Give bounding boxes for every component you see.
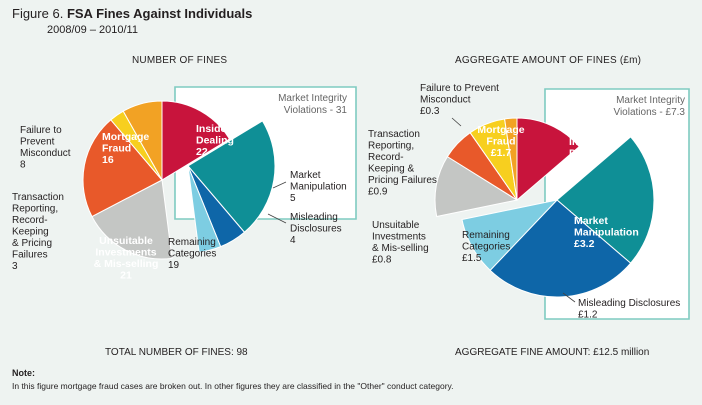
- label-failure-to-prevent-misconduct: Failure to Prevent Misconduct 8: [20, 125, 71, 171]
- slice-unsuitable-investments-mis-selling: [82, 119, 163, 218]
- pie-aggregate-amount: Market Integrity Violations - £7.3 Mortgag…: [368, 83, 690, 321]
- label-insider-dealing: Insider Dealing 22: [196, 123, 234, 158]
- label-misleading-disclosures: Misleading Disclosures 4: [290, 212, 342, 246]
- label-insider-dealing: Insider Dealing £2.8: [569, 136, 607, 171]
- figure-subtitle: 2008/09 – 2010/11: [47, 24, 138, 36]
- slice-misleading-disclosures: [461, 199, 559, 272]
- slice-failure-to-prevent-misconduct: [122, 100, 163, 182]
- slice-remaining-categories: [434, 155, 519, 218]
- figure-label: Figure 6.: [12, 6, 64, 21]
- market-integrity-label: Market Integrity Violations - £7.3: [613, 95, 685, 118]
- leader-misleading-disclosures: [562, 292, 576, 303]
- label-mortgage-fraud: Mortgage Fraud £1.7: [477, 124, 524, 159]
- slice-insider-dealing: [187, 120, 276, 233]
- label-unsuitable-investments-mis-selling: Unsuitable Investments & Mis-selling £0.8: [372, 220, 429, 266]
- pie-number-of-fines: Market Integrity Violations - 31 Mortgage F…: [12, 86, 357, 282]
- note-text: In this figure mortgage fraud cases are …: [12, 381, 454, 391]
- leader-misleading-disclosures: [267, 213, 287, 224]
- label-misleading-disclosures: Misleading Disclosures £1.2: [578, 298, 680, 321]
- leader-failure-to-prevent-misconduct: [451, 117, 462, 127]
- figure-heading: FSA Fines Against Individuals: [66, 6, 253, 21]
- figure-title: Figure 6. FSA Fines Against Individuals: [12, 6, 252, 21]
- slice-failure-to-prevent-misconduct: [504, 117, 518, 201]
- slice-remaining-categories: [91, 179, 173, 260]
- label-market-manipulation: Market Manipulation £3.2: [574, 215, 639, 250]
- slice-mortgage-fraud: [161, 100, 231, 181]
- label-mortgage-fraud: Mortgage Fraud 16: [102, 131, 149, 166]
- slice-mortgage-fraud: [516, 117, 580, 202]
- label-remaining-categories: Remaining Categories 19: [168, 237, 216, 271]
- label-transaction-reporting-record-keeping-pricing-failures: Transaction Reporting, Record-Keeping & Pri…: [12, 192, 64, 272]
- aggregate-fine-amount: AGGREGATE FINE AMOUNT: £12.5 million: [455, 347, 650, 358]
- leader-market-manipulation: [272, 181, 287, 189]
- total-number-of-fines: TOTAL NUMBER OF FINES: 98: [105, 347, 248, 358]
- label-unsuitable-investments-mis-selling: Unsuitable Investments & Mis-selling 21: [94, 235, 159, 282]
- label-remaining-categories: Remaining Categories £1.5: [462, 230, 510, 264]
- slice-market-manipulation: [489, 199, 632, 298]
- chart-title-amount: AGGREGATE AMOUNT OF FINES (£m): [455, 55, 642, 66]
- label-transaction-reporting-record-keeping-pricing-failures: Transaction Reporting, Record-Keeping & Pri…: [368, 129, 437, 198]
- market-integrity-label: Market Integrity Violations - 31: [278, 93, 347, 116]
- label-failure-to-prevent-misconduct: Failure to Prevent Misconduct £0.3: [420, 83, 499, 117]
- chart-title-number: NUMBER OF FINES: [132, 55, 228, 66]
- label-market-manipulation: Market Manipulation 5: [290, 170, 347, 204]
- slice-insider-dealing: [556, 136, 655, 264]
- slice-misleading-disclosures: [187, 165, 222, 253]
- note-heading: Note:: [12, 368, 35, 378]
